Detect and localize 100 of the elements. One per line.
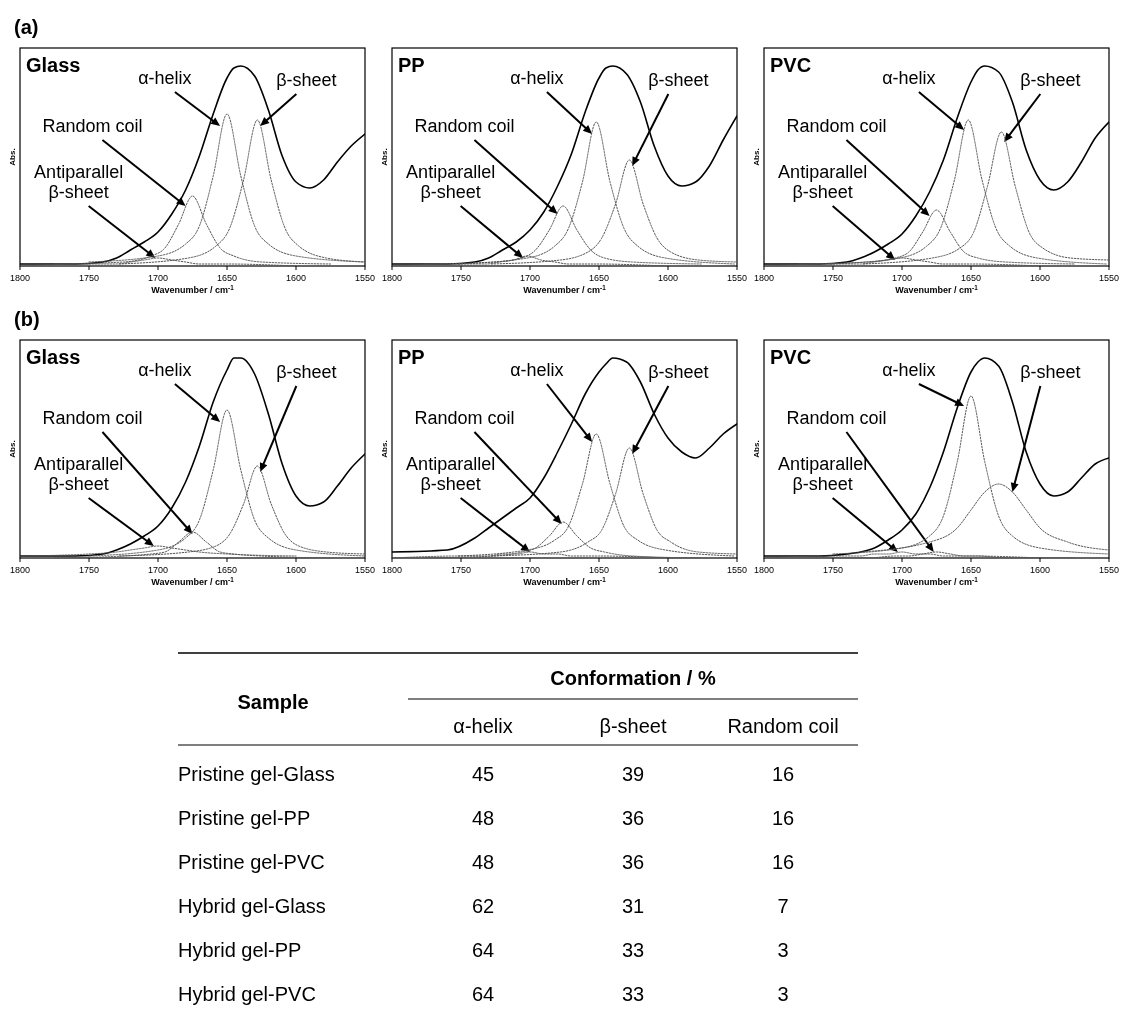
annotation: β-sheet bbox=[276, 362, 337, 382]
annotation: α-helix bbox=[882, 360, 936, 380]
data-label: 62 bbox=[471, 895, 495, 917]
x-tick-label: 1600 bbox=[1029, 565, 1051, 575]
annotation: α-helix bbox=[510, 360, 564, 380]
y-axis-title: Abs. bbox=[752, 148, 761, 166]
data-label: 33 bbox=[621, 939, 645, 961]
x-tick-label: 1650 bbox=[960, 565, 982, 575]
x-tick-label: 1600 bbox=[657, 565, 679, 575]
x-tick-label: 1700 bbox=[519, 565, 541, 575]
y-axis-title: Abs. bbox=[380, 148, 389, 166]
data-label: 3 bbox=[777, 939, 789, 961]
x-tick-label: 1650 bbox=[216, 273, 238, 283]
x-tick-label: 1600 bbox=[285, 565, 307, 575]
annotation: β-sheet bbox=[648, 362, 709, 382]
x-tick-label: 1800 bbox=[753, 273, 775, 283]
x-axis-title: Wavenumber / cm$^{-1}$ bbox=[895, 283, 979, 295]
x-tick-label: 1800 bbox=[753, 565, 775, 575]
y-axis-title: Abs. bbox=[8, 440, 17, 458]
data-label: 48 bbox=[471, 851, 495, 873]
chart-subtitle: (a) bbox=[14, 16, 39, 38]
y-axis-title: Abs. bbox=[752, 440, 761, 458]
x-tick-label: 1600 bbox=[657, 273, 679, 283]
y-tick-label: Hybrid gel-PVC bbox=[178, 983, 316, 1005]
x-axis-title: Wavenumber / cm$^{-1}$ bbox=[895, 575, 979, 587]
annotation: β-sheet bbox=[1020, 362, 1081, 382]
x-axis-title: Wavenumber / cm$^{-1}$ bbox=[523, 283, 607, 295]
x-tick-label: 1800 bbox=[381, 273, 403, 283]
x-tick-label: 1700 bbox=[147, 273, 169, 283]
x-tick-label: 1550 bbox=[726, 273, 748, 283]
x-tick-label: α-helix bbox=[453, 715, 513, 737]
annotation: Antiparallel β-sheet bbox=[406, 454, 496, 494]
x-tick-label: 1650 bbox=[588, 273, 610, 283]
chart-title: PVC bbox=[770, 346, 812, 368]
chart-title: PVC bbox=[770, 54, 812, 76]
x-tick-label: 1750 bbox=[822, 565, 844, 575]
x-tick-label: 1550 bbox=[726, 565, 748, 575]
data-label: 16 bbox=[771, 851, 795, 873]
x-tick-label: 1800 bbox=[9, 565, 31, 575]
data-label: 36 bbox=[621, 851, 645, 873]
annotation: β-sheet bbox=[648, 70, 709, 90]
x-tick-label: 1750 bbox=[450, 273, 472, 283]
y-tick-label: Hybrid gel-PP bbox=[178, 939, 302, 961]
y-axis-title: Abs. bbox=[8, 148, 17, 166]
annotation: α-helix bbox=[138, 68, 192, 88]
annotation: α-helix bbox=[882, 68, 936, 88]
y-tick-label: Hybrid gel-Glass bbox=[178, 895, 326, 917]
data-label: 39 bbox=[621, 763, 645, 785]
chart-title: PP bbox=[398, 346, 425, 368]
x-tick-label: 1550 bbox=[354, 273, 376, 283]
y-axis-title: Sample bbox=[237, 691, 309, 713]
x-tick-label: 1550 bbox=[354, 565, 376, 575]
data-label: 64 bbox=[471, 983, 495, 1005]
annotation: Antiparallel β-sheet bbox=[778, 454, 868, 494]
y-tick-label: Pristine gel-PP bbox=[178, 807, 311, 829]
annotation: Random coil bbox=[786, 408, 887, 428]
data-label: 45 bbox=[471, 763, 495, 785]
x-axis-title: Wavenumber / cm$^{-1}$ bbox=[151, 283, 235, 295]
annotation: Random coil bbox=[414, 116, 515, 136]
x-tick-label: 1700 bbox=[891, 565, 913, 575]
data-label: 16 bbox=[771, 763, 795, 785]
annotation: β-sheet bbox=[1020, 70, 1081, 90]
x-tick-label: 1600 bbox=[1029, 273, 1051, 283]
x-tick-label: 1750 bbox=[450, 565, 472, 575]
data-label: 16 bbox=[771, 807, 795, 829]
x-tick-label: Random coil bbox=[727, 715, 839, 737]
annotation: Random coil bbox=[414, 408, 515, 428]
x-tick-label: 1550 bbox=[1098, 273, 1120, 283]
annotation: β-sheet bbox=[276, 70, 337, 90]
x-tick-label: 1700 bbox=[891, 273, 913, 283]
x-axis-title: Wavenumber / cm$^{-1}$ bbox=[151, 575, 235, 587]
x-tick-label: 1700 bbox=[519, 273, 541, 283]
annotation: α-helix bbox=[138, 360, 192, 380]
y-axis-title: Abs. bbox=[380, 440, 389, 458]
data-label: 64 bbox=[471, 939, 495, 961]
chart-title: Glass bbox=[26, 346, 81, 368]
chart-subtitle: (b) bbox=[14, 308, 40, 330]
data-label: 7 bbox=[777, 895, 789, 917]
data-label: 3 bbox=[777, 983, 789, 1005]
annotation: α-helix bbox=[510, 68, 564, 88]
x-axis-title: Wavenumber / cm$^{-1}$ bbox=[523, 575, 607, 587]
annotation: Antiparallel β-sheet bbox=[34, 454, 124, 494]
x-tick-label: 1650 bbox=[216, 565, 238, 575]
y-tick-label: Pristine gel-Glass bbox=[178, 763, 335, 785]
data-label: 33 bbox=[621, 983, 645, 1005]
annotation: Antiparallel β-sheet bbox=[406, 162, 496, 202]
x-tick-label: 1750 bbox=[78, 565, 100, 575]
data-label: 48 bbox=[471, 807, 495, 829]
y-tick-label: Pristine gel-PVC bbox=[178, 851, 325, 873]
data-label: 36 bbox=[621, 807, 645, 829]
chart-title: Conformation / % bbox=[550, 667, 716, 689]
annotation: Antiparallel β-sheet bbox=[778, 162, 868, 202]
x-tick-label: 1650 bbox=[960, 273, 982, 283]
x-tick-label: 1800 bbox=[9, 273, 31, 283]
x-tick-label: 1800 bbox=[381, 565, 403, 575]
x-tick-label: 1750 bbox=[78, 273, 100, 283]
x-tick-label: 1600 bbox=[285, 273, 307, 283]
x-tick-label: 1700 bbox=[147, 565, 169, 575]
annotation: Antiparallel β-sheet bbox=[34, 162, 124, 202]
annotation: Random coil bbox=[42, 116, 143, 136]
